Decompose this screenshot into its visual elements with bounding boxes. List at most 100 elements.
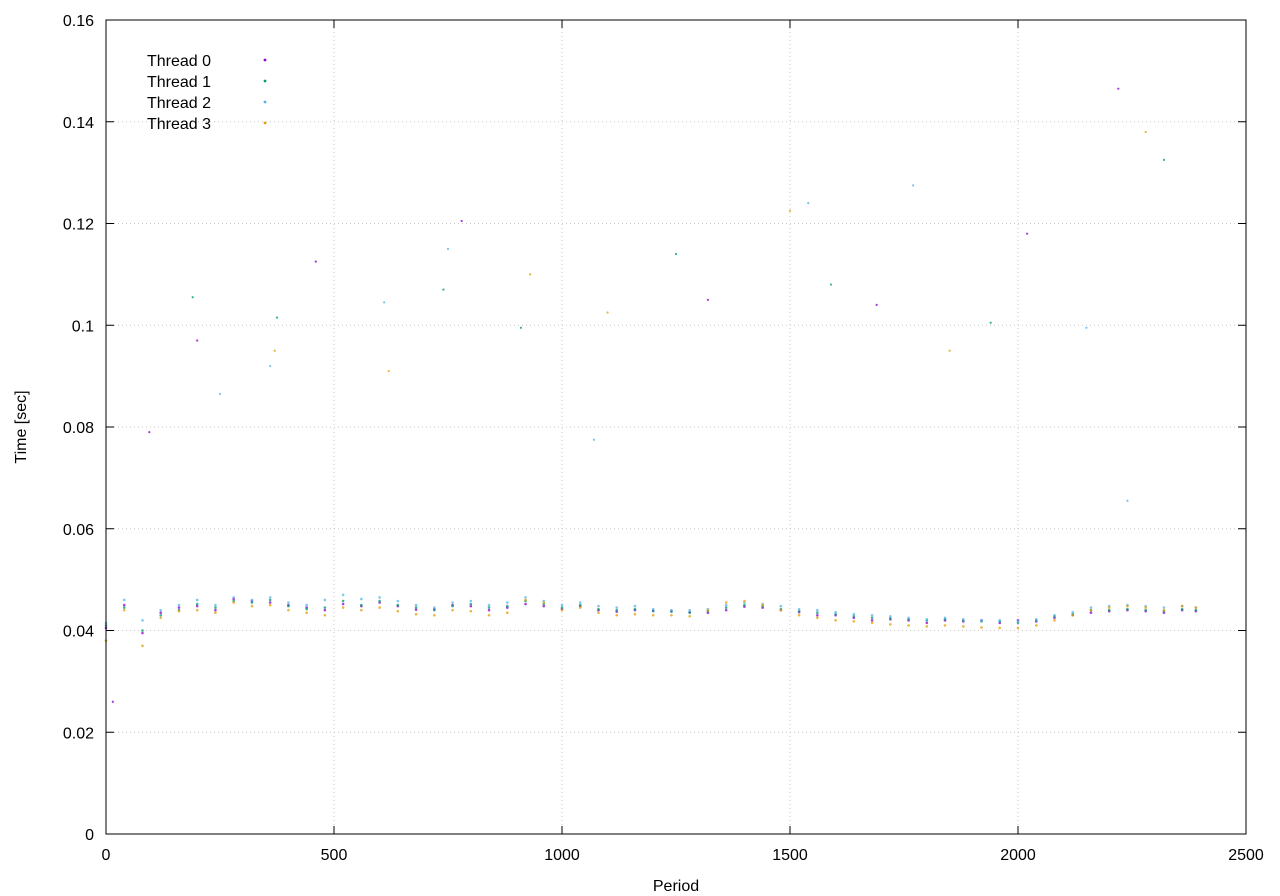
data-point — [268, 603, 272, 607]
data-point — [396, 603, 400, 607]
x-tick-label: 1000 — [544, 847, 580, 864]
data-point — [414, 612, 418, 616]
data-point — [688, 608, 691, 612]
outlier-point — [111, 700, 114, 703]
data-point — [925, 625, 929, 628]
data-point — [670, 608, 673, 612]
outlier-point — [829, 283, 833, 286]
data-point — [122, 598, 126, 602]
outlier-point — [446, 247, 450, 251]
data-point — [177, 609, 181, 613]
data-point — [414, 608, 418, 611]
outlier-point — [383, 301, 386, 304]
data-point — [724, 608, 728, 612]
data-point — [1089, 606, 1093, 609]
outlier-point — [218, 392, 222, 396]
data-point — [287, 608, 290, 612]
outlier-point — [788, 209, 792, 212]
data-point — [1162, 608, 1166, 612]
data-point — [396, 599, 400, 603]
data-point — [998, 619, 1002, 622]
data-point — [341, 602, 345, 606]
outlier-point — [989, 321, 992, 324]
data-point — [323, 613, 327, 617]
data-point — [889, 614, 892, 618]
data-point — [378, 596, 381, 599]
y-tick-label: 0.06 — [63, 522, 94, 539]
data-point — [487, 603, 491, 607]
data-point — [433, 613, 436, 617]
data-point — [141, 629, 144, 632]
outlier-point — [1117, 87, 1120, 90]
data-point — [1016, 626, 1020, 630]
data-point — [542, 604, 546, 608]
data-point — [743, 603, 746, 607]
data-point — [688, 611, 691, 614]
data-point — [487, 613, 491, 617]
data-point — [414, 606, 418, 609]
data-point — [141, 644, 144, 648]
data-point — [961, 618, 965, 621]
data-point — [250, 604, 254, 608]
outlier-point — [1026, 232, 1029, 235]
outlier-point — [275, 316, 279, 319]
data-point — [1053, 613, 1056, 617]
data-point — [451, 601, 454, 604]
legend-label: Thread 0 — [147, 53, 211, 70]
y-tick-label: 0.02 — [63, 725, 94, 742]
data-point — [1016, 620, 1020, 623]
outlier-point — [606, 311, 609, 314]
data-point — [578, 601, 582, 604]
data-point — [195, 602, 199, 606]
data-point — [214, 608, 217, 612]
data-point — [578, 606, 582, 609]
legend: Thread 0 Thread 1 Thread 2 Thread 3 — [147, 53, 267, 133]
x-tick-label: 2000 — [1000, 847, 1036, 864]
data-point — [998, 626, 1002, 630]
data-point — [268, 598, 272, 602]
data-point — [214, 606, 217, 609]
data-point — [122, 606, 126, 609]
data-point — [542, 601, 546, 604]
y-tick-label: 0 — [85, 827, 94, 844]
outlier-point — [387, 369, 390, 373]
data-point — [250, 601, 254, 604]
data-point — [305, 611, 308, 614]
data-point — [159, 608, 163, 612]
data-point — [341, 599, 345, 603]
data-point — [688, 614, 691, 618]
data-point — [925, 621, 929, 625]
data-point — [505, 611, 509, 614]
data-point — [1144, 608, 1147, 612]
x-tick-label: 500 — [321, 847, 348, 864]
data-point — [834, 612, 837, 616]
data-point — [378, 599, 381, 603]
y-tick-label: 0.04 — [63, 624, 94, 641]
outlier-points — [111, 87, 1166, 703]
data-point — [1126, 607, 1129, 611]
outlier-point — [273, 349, 276, 352]
y-tick-label: 0.08 — [63, 420, 94, 437]
data-point — [1194, 606, 1198, 609]
data-point — [524, 596, 527, 599]
data-point — [797, 613, 801, 617]
data-point — [852, 620, 856, 623]
x-axis-title: Period — [653, 878, 699, 895]
data-point — [159, 616, 163, 620]
outlier-point — [196, 339, 199, 342]
data-point — [122, 603, 126, 607]
data-point — [305, 603, 308, 607]
data-point — [816, 613, 819, 617]
outlier-point — [1085, 326, 1088, 329]
legend-marker — [263, 100, 267, 104]
data-point — [1180, 604, 1184, 608]
data-point — [980, 626, 983, 629]
data-point — [469, 604, 473, 608]
data-point — [907, 616, 910, 620]
series-thread-0 — [104, 597, 1198, 635]
data-point — [615, 606, 619, 609]
data-point — [360, 608, 363, 612]
data-point — [378, 606, 381, 609]
data-point — [433, 608, 436, 612]
